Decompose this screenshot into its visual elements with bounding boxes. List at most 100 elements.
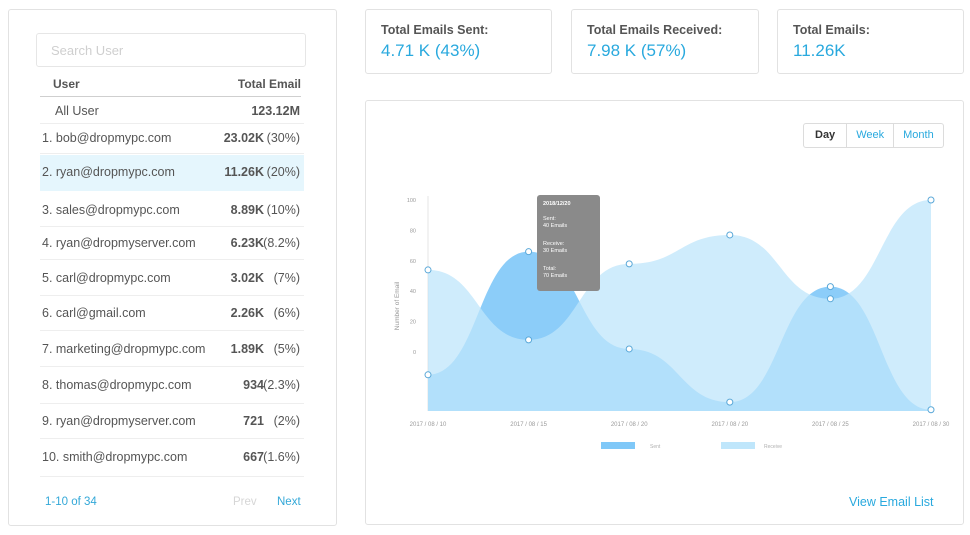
user-email-percent: (7%): [273, 270, 300, 285]
legend-label-receive: Receive: [764, 444, 782, 450]
x-tick-label: 2017 / 08 / 10: [410, 422, 447, 428]
x-tick-label: 2017 / 08 / 20: [611, 422, 648, 428]
user-email-percent: (5%): [273, 341, 300, 356]
user-email-count: 11.26K: [224, 165, 264, 179]
user-email-count: 934: [243, 378, 264, 392]
data-point: [927, 406, 935, 414]
user-email-percent: (6%): [273, 305, 300, 320]
user-row[interactable]: 2. ryan@dropmypc.com 11.26K (20%): [40, 155, 304, 191]
header-user[interactable]: User: [53, 77, 80, 91]
user-row[interactable]: 7. marketing@dropmypc.com 1.89K (5%): [40, 332, 304, 367]
user-email-percent: (20%): [266, 165, 300, 179]
user-email-count: 2.26K: [230, 305, 264, 320]
header-total-email[interactable]: Total Email: [237, 77, 301, 91]
user-email: 6. carl@gmail.com: [42, 305, 146, 320]
y-tick-label: 40: [410, 289, 416, 295]
user-email-count: 8.89K: [230, 203, 264, 217]
tooltip-text: 40 Emails: [543, 223, 567, 229]
stat-received-label: Total Emails Received:: [587, 23, 723, 37]
all-user-label: All User: [55, 104, 99, 118]
user-email-percent: (10%): [266, 203, 300, 217]
user-email-percent: (2.3%): [263, 378, 300, 392]
legend-label-sent: Sent: [650, 444, 661, 450]
user-email-count: 721: [243, 414, 264, 428]
pagination-range: 1-10 of 34: [45, 496, 97, 508]
data-point: [826, 295, 834, 303]
range-toggle: Day Week Month: [803, 123, 944, 148]
x-tick-label: 2017 / 08 / 25: [812, 422, 849, 428]
tooltip-text: 70 Emails: [543, 273, 567, 279]
stat-total-value: 11.26K: [793, 41, 846, 60]
user-email: 7. marketing@dropmypc.com: [42, 341, 206, 356]
user-email-count: 6.23K: [230, 236, 264, 250]
user-email: 5. carl@dropmypc.com: [42, 270, 171, 285]
y-tick-label: 60: [410, 259, 416, 265]
range-month-button[interactable]: Month: [893, 124, 943, 147]
data-point: [424, 266, 432, 274]
next-page-button[interactable]: Next: [277, 496, 301, 508]
user-email-count: 1.89K: [230, 341, 264, 356]
series-area-receive: [428, 200, 931, 411]
legend-swatch-sent: [601, 442, 635, 449]
user-email: 1. bob@dropmypc.com: [42, 131, 172, 145]
search-user-input[interactable]: [36, 33, 306, 67]
user-row[interactable]: 5. carl@dropmypc.com 3.02K (7%): [40, 261, 304, 296]
prev-page-button[interactable]: Prev: [233, 496, 257, 508]
view-email-list-link[interactable]: View Email List: [849, 495, 934, 509]
user-email-count: 23.02K: [223, 131, 264, 145]
user-row[interactable]: 8. thomas@dropmypc.com 934 (2.3%): [40, 368, 304, 404]
legend-swatch-receive: [721, 442, 755, 449]
y-tick-label: 80: [410, 228, 416, 234]
user-row[interactable]: 9. ryan@dropmyserver.com 721 (2%): [40, 405, 304, 439]
user-email: 3. sales@dropmypc.com: [42, 203, 180, 217]
user-email-count: 667: [243, 450, 264, 464]
data-point: [625, 260, 633, 268]
tooltip-text: Receive:: [543, 241, 565, 247]
email-area-chart: 0 20 40 60 80 100 Number of Email 2017 / 08 / 1…: [394, 195, 950, 450]
stat-card-received: Total Emails Received: 7.98 K (57%): [571, 9, 759, 74]
y-tick-label: 100: [407, 198, 416, 204]
data-point: [424, 371, 432, 379]
data-point: [826, 283, 834, 291]
data-point: [625, 345, 633, 353]
user-row[interactable]: 6. carl@gmail.com 2.26K (6%): [40, 296, 304, 331]
x-tick-label: 2017 / 08 / 30: [913, 422, 950, 428]
x-tick-label: 2017 / 08 / 20: [711, 422, 748, 428]
user-email-percent: (30%): [266, 131, 300, 145]
all-user-count: 123.12M: [251, 104, 300, 118]
stat-total-label: Total Emails:: [793, 23, 870, 37]
tooltip-text: Sent:: [543, 216, 556, 222]
all-user-row[interactable]: All User 123.12M: [40, 100, 304, 124]
tooltip-text: 2018/12/20: [543, 201, 571, 207]
data-point: [927, 196, 935, 204]
x-tick-label: 2017 / 08 / 15: [510, 422, 547, 428]
stat-sent-label: Total Emails Sent:: [381, 23, 489, 37]
user-email: 4. ryan@dropmyserver.com: [42, 236, 196, 250]
user-email: 10. smith@dropmypc.com: [42, 450, 188, 464]
user-email-count: 3.02K: [230, 270, 264, 285]
y-axis-label: Number of Email: [394, 281, 401, 330]
stat-sent-value: 4.71 K (43%): [381, 41, 481, 60]
stat-card-sent: Total Emails Sent: 4.71 K (43%): [365, 9, 552, 74]
data-point: [726, 398, 734, 406]
user-email-percent: (2%): [273, 414, 300, 428]
range-week-button[interactable]: Week: [846, 124, 893, 147]
stat-received-value: 7.98 K (57%): [587, 41, 687, 60]
user-email: 2. ryan@dropmypc.com: [42, 165, 175, 179]
user-row[interactable]: 1. bob@dropmypc.com 23.02K (30%): [40, 124, 304, 154]
tooltip-text: Total:: [543, 266, 557, 272]
tooltip-text: 30 Emails: [543, 248, 567, 254]
stat-card-total: Total Emails: 11.26K: [777, 9, 964, 74]
user-row[interactable]: 4. ryan@dropmyserver.com 6.23K (8.2%): [40, 228, 304, 260]
data-point: [525, 336, 533, 344]
range-day-button[interactable]: Day: [815, 129, 836, 141]
data-point: [726, 231, 734, 239]
user-row[interactable]: 10. smith@dropmypc.com 667 (1.6%): [40, 439, 304, 477]
user-email-percent: (8.2%): [263, 236, 300, 250]
data-point: [525, 248, 533, 256]
email-chart-panel: Day Week Month 0 20 40 60 80 100 Number of Ema…: [365, 100, 964, 525]
table-header: User Total Email: [40, 72, 301, 97]
chart-tooltip: [537, 195, 600, 291]
user-row[interactable]: 3. sales@dropmypc.com 8.89K (10%): [40, 195, 304, 227]
y-tick-label: 20: [410, 320, 416, 326]
